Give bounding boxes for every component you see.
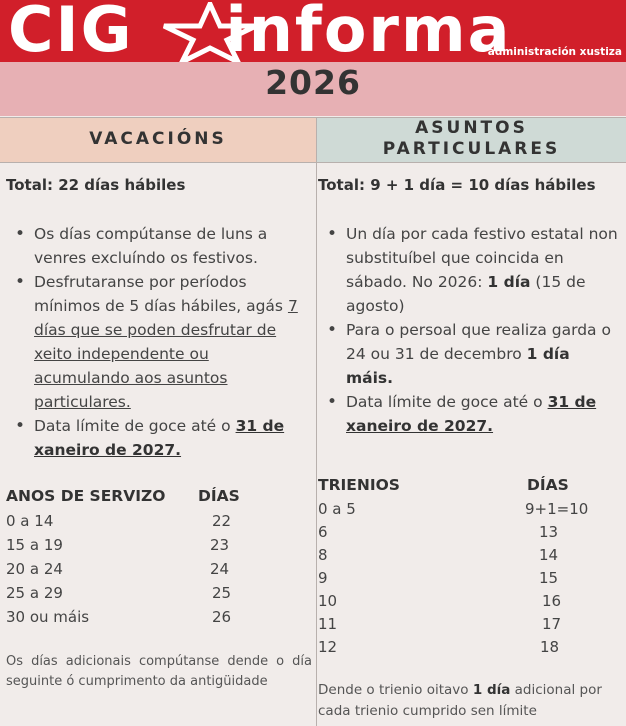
table-cell: 17: [542, 615, 562, 633]
table-cell: 18: [540, 638, 560, 656]
header-banner: [0, 0, 626, 62]
table-cell: 26: [212, 608, 232, 626]
table-cell: 8: [318, 546, 328, 564]
table-cell: 12: [318, 638, 338, 656]
asuntos-heading-line1: ASUNTOS: [415, 118, 528, 138]
table-cell: 10: [318, 592, 338, 610]
table-cell: 30 ou máis: [6, 608, 90, 626]
list-item: Data límite de goce até o 31 de xaneiro …: [15, 414, 308, 462]
table-cell: 16: [542, 592, 562, 610]
asuntos-note: Dende o trienio oitavo 1 día adicional p…: [318, 682, 602, 719]
table-cell: 25 a 29: [6, 584, 63, 602]
list-item: Os días compútanse de luns a venres excl…: [15, 222, 308, 270]
vacacions-bullets: Os días compútanse de luns a venres excl…: [8, 222, 308, 462]
column-divider: [316, 117, 317, 726]
vacacions-total: Total: 22 días hábiles: [6, 176, 186, 194]
asuntos-header: ASUNTOS PARTICULARES: [317, 117, 626, 163]
table-cell: 22: [212, 512, 232, 530]
table-cell: 14: [539, 546, 559, 564]
year-title: 2026: [265, 63, 361, 102]
vacacions-table-head-years: ANOS DE SERVIZO: [6, 487, 166, 505]
table-cell: 0 a 5: [318, 500, 356, 518]
asuntos-table-head-days: DÍAS: [527, 476, 569, 494]
table-cell: 11: [318, 615, 338, 633]
asuntos-total: Total: 9 + 1 día = 10 días hábiles: [318, 176, 596, 194]
vacacions-heading: VACACIÓNS: [89, 129, 227, 149]
logo-informa: informa: [225, 0, 512, 66]
logo-cig: CIG: [8, 0, 134, 66]
table-cell: 9+1=10: [525, 500, 589, 518]
vacacions-table-head-days: DÍAS: [198, 487, 240, 505]
vacacions-header: VACACIÓNS: [0, 117, 316, 163]
list-item: Un día por cada festivo estatal non subs…: [327, 222, 620, 318]
list-item: Data límite de goce até o 31 de xaneiro …: [327, 390, 620, 438]
asuntos-table-head-trienios: TRIENIOS: [318, 476, 400, 494]
vacacions-note: Os días adicionais compútanse dende o dí…: [6, 654, 312, 689]
list-item: Desfrutaranse por períodos mínimos de 5 …: [15, 270, 308, 414]
table-cell: 25: [212, 584, 232, 602]
asuntos-heading-line2: PARTICULARES: [382, 139, 561, 159]
table-cell: 13: [539, 523, 559, 541]
table-cell: 0 a 14: [6, 512, 54, 530]
table-cell: 9: [318, 569, 328, 587]
header-subtitle: administración xustiza: [487, 46, 622, 58]
star-icon: [162, 2, 258, 64]
table-cell: 23: [210, 536, 230, 554]
year-band: [0, 62, 626, 116]
table-cell: 20 a 24: [6, 560, 63, 578]
list-item: Para o persoal que realiza garda o 24 ou…: [327, 318, 620, 390]
asuntos-bullets: Un día por cada festivo estatal non subs…: [320, 222, 620, 438]
table-cell: 6: [318, 523, 328, 541]
brand-logo: CIG informa: [8, 0, 511, 66]
table-cell: 15 a 19: [6, 536, 63, 554]
table-cell: 24: [210, 560, 230, 578]
table-cell: 15: [539, 569, 559, 587]
